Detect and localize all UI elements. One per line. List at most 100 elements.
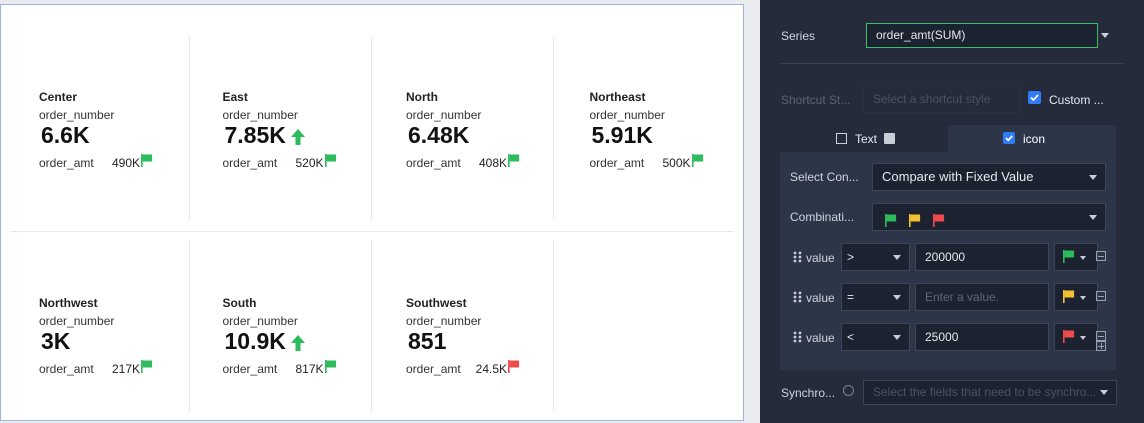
series-caret[interactable] [1101,33,1109,38]
column-divider [371,37,372,220]
drag-handle[interactable] [793,331,802,346]
operator: > [847,250,855,264]
caret [1089,215,1097,220]
remove-rule[interactable] [1096,291,1106,301]
sub-value: 217K [111,362,140,376]
text-tab-label: Text [855,132,878,146]
status-flag [141,154,153,172]
flag-select[interactable] [1054,243,1098,271]
shortcut-select[interactable]: Select a shortcut style [863,85,1021,113]
sync-placeholder: Select the fields that need to be synchr… [873,385,1097,399]
combination-select[interactable] [872,203,1106,231]
remove-rule[interactable] [1096,251,1106,261]
column-divider [371,240,372,412]
custom-label: Custom ... [1049,93,1104,107]
metric-label: order_number [222,108,298,122]
metric-label: order_number [39,108,115,122]
column-divider [553,240,554,412]
operator-select[interactable]: = [841,283,910,311]
rule-label: value [806,291,835,305]
flag-select[interactable] [1054,283,1098,311]
caret [1089,175,1097,180]
metric-value: 851 [408,328,447,354]
metric-label: order_number [406,108,482,122]
caret [1100,390,1108,395]
metric-value: 10.9K [224,328,286,354]
operator-select[interactable]: > [841,243,910,271]
trend-arrow [290,129,305,150]
series-select[interactable]: order_amt(SUM) [866,23,1098,48]
metric-value: 5.91K [591,122,653,148]
sync-label: Synchro... [781,386,836,400]
text-tab[interactable] [780,125,948,152]
text-checkbox[interactable] [836,133,847,144]
shortcut-label: Shortcut St... [781,93,851,107]
sub-label: order_amt [39,156,94,170]
flag-select[interactable] [1054,323,1098,351]
condition-select[interactable]: Compare with Fixed Value [872,163,1106,191]
metric-value: 3K [41,328,71,354]
trend-arrow [290,335,305,356]
drag-handle[interactable] [793,251,802,266]
card-panel [0,4,744,421]
combination-label: Combinati... [790,210,855,224]
operator: = [847,290,855,304]
metric-value: 7.85K [224,122,286,148]
rule-input[interactable]: 200000 [915,243,1049,271]
status-flag [324,360,337,378]
column-divider [189,240,190,412]
column-divider [553,37,554,220]
rule-input[interactable]: 25000 [915,323,1049,351]
status-flag [508,154,520,172]
metric-value: 6.6K [41,122,90,148]
remove-rule[interactable] [1096,331,1106,341]
row-divider [10,231,734,232]
status-flag [324,154,337,172]
caret [893,295,901,300]
text-icon [884,133,895,144]
status-flag [508,360,520,378]
status-flag [691,154,704,172]
condition-value: Compare with Fixed Value [882,169,1034,184]
region-name: Center [39,90,78,104]
combination-flag [909,210,921,236]
metric-value: 6.48K [408,122,470,148]
status-flag [141,360,153,378]
combination-flag [933,210,945,236]
icon-checkbox[interactable] [1003,132,1015,144]
sub-label: order_amt [589,156,645,170]
region-name: North [406,90,438,104]
sync-select[interactable]: Select the fields that need to be synchr… [863,380,1117,405]
region-name: South [222,296,257,310]
info-icon[interactable] [843,385,854,396]
rule-input[interactable]: Enter a value. [915,283,1049,311]
sub-value: 520K [295,156,324,170]
rule-label: value [806,331,835,345]
sub-value: 500K [662,156,691,170]
operator: < [847,330,855,344]
metric-label: order_number [406,314,482,328]
region-name: Southwest [406,296,467,310]
sub-value: 24.5K [475,362,507,376]
region-name: East [222,90,248,104]
region-name: Northwest [39,296,98,310]
sub-label: order_amt [39,362,94,376]
settings-panel: Series order_amt(SUM) Shortcut St... Sel… [760,0,1144,423]
operator-select[interactable]: < [841,323,910,351]
caret [893,255,901,260]
drag-handle[interactable] [793,291,802,306]
sub-label: order_amt [406,156,461,170]
region-name: Northeast [589,90,646,104]
sub-label: order_amt [222,362,278,376]
combination-flag [885,210,897,236]
caret [893,335,901,340]
custom-checkbox[interactable] [1028,91,1041,104]
sub-label: order_amt [222,156,278,170]
separator [780,63,1124,64]
sub-value: 408K [478,156,507,170]
metric-label: order_number [589,108,665,122]
column-divider [189,37,190,220]
add-rule[interactable] [1096,341,1106,351]
sub-value: 817K [295,362,324,376]
